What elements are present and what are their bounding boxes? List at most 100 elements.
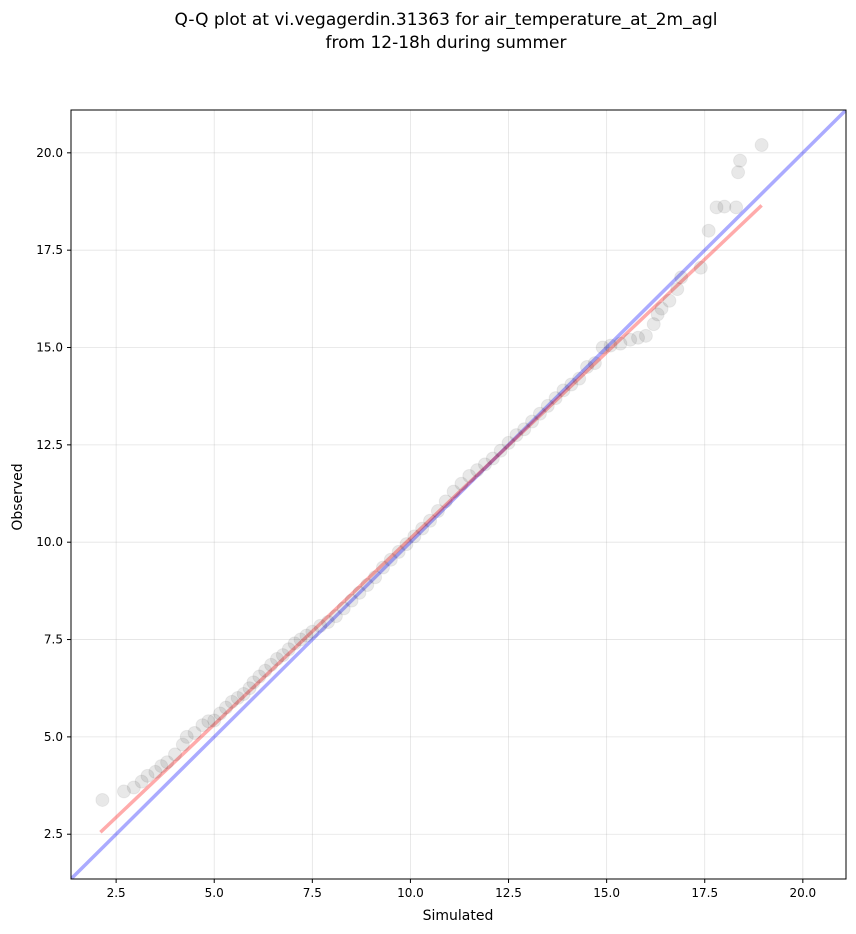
data-point-4 xyxy=(140,768,155,783)
data-point-81 xyxy=(701,223,716,238)
data-point-44 xyxy=(407,529,422,544)
data-point-84 xyxy=(729,200,744,215)
data-point-34 xyxy=(328,609,343,624)
data-point-63 xyxy=(556,383,571,398)
data-point-85 xyxy=(731,165,746,180)
x-tick-label-7: 20.0 xyxy=(789,886,816,900)
x-tick-label-4: 12.5 xyxy=(495,886,522,900)
data-point-67 xyxy=(587,356,602,371)
data-point-35 xyxy=(336,601,351,616)
y-tick-label-5: 15.0 xyxy=(36,341,63,355)
data-point-17 xyxy=(224,694,239,709)
data-point-78 xyxy=(670,282,685,297)
grid xyxy=(71,110,846,879)
data-point-82 xyxy=(709,200,724,215)
data-point-13 xyxy=(201,714,216,729)
x-axis-label: Simulated xyxy=(423,908,494,924)
data-point-80 xyxy=(693,260,708,275)
data-point-45 xyxy=(415,521,430,536)
data-point-60 xyxy=(532,406,547,421)
data-point-54 xyxy=(485,451,500,466)
data-point-74 xyxy=(646,317,661,332)
data-point-49 xyxy=(446,484,461,499)
data-point-12 xyxy=(195,718,210,733)
data-point-29 xyxy=(293,632,308,647)
fit-line xyxy=(99,204,763,834)
data-point-43 xyxy=(399,537,414,552)
data-point-8 xyxy=(167,747,182,762)
chart-title-line1: Q-Q plot at vi.vegagerdin.31363 for air_… xyxy=(174,10,717,30)
data-point-55 xyxy=(493,443,508,458)
data-point-37 xyxy=(352,585,367,600)
data-point-31 xyxy=(305,624,320,639)
data-point-25 xyxy=(270,652,285,667)
data-point-5 xyxy=(148,764,163,779)
data-point-68 xyxy=(595,340,610,355)
data-point-39 xyxy=(368,570,383,585)
data-point-1 xyxy=(116,784,131,799)
data-point-0 xyxy=(95,792,110,807)
data-point-69 xyxy=(603,338,618,353)
y-tick-label-7: 20.0 xyxy=(36,146,63,160)
data-point-14 xyxy=(207,713,222,728)
data-point-27 xyxy=(281,642,296,657)
data-point-51 xyxy=(462,469,477,484)
data-point-86 xyxy=(733,153,748,168)
data-point-20 xyxy=(242,681,257,696)
data-point-77 xyxy=(662,293,677,308)
y-axis-ticks: 2.5 5.0 7.5 10.0 12.5 15.0 17.5 20.0 xyxy=(36,146,71,841)
chart-title-line2: from 12-18h during summer xyxy=(326,33,567,53)
y-tick-label-1: 5.0 xyxy=(44,730,63,744)
data-point-18 xyxy=(230,690,245,705)
data-point-79 xyxy=(674,270,689,285)
data-point-33 xyxy=(321,615,336,630)
data-point-48 xyxy=(438,494,453,509)
data-point-30 xyxy=(299,628,314,643)
x-tick-label-2: 7.5 xyxy=(303,886,322,900)
data-point-38 xyxy=(360,578,375,593)
data-point-23 xyxy=(258,663,273,678)
data-point-9 xyxy=(175,737,190,752)
data-point-22 xyxy=(252,669,267,684)
data-point-72 xyxy=(631,330,646,345)
data-point-41 xyxy=(383,552,398,567)
plot-frame xyxy=(70,109,847,880)
y-axis-label: Observed xyxy=(10,463,26,530)
data-point-59 xyxy=(525,414,540,429)
data-point-16 xyxy=(219,700,233,715)
data-point-26 xyxy=(275,648,290,663)
data-point-32 xyxy=(313,618,328,633)
data-point-24 xyxy=(264,657,279,672)
data-point-15 xyxy=(213,706,228,721)
data-point-28 xyxy=(287,636,302,651)
data-point-75 xyxy=(650,307,665,322)
data-point-21 xyxy=(246,675,261,690)
x-axis-ticks: 2.5 5.0 7.5 10.0 12.5 15.0 17.5 20.0 xyxy=(107,879,816,900)
data-point-70 xyxy=(613,336,628,351)
data-point-61 xyxy=(540,398,555,413)
identity-line xyxy=(71,110,846,879)
data-point-87 xyxy=(754,138,769,153)
data-point-83 xyxy=(717,199,732,214)
data-point-58 xyxy=(517,422,532,437)
data-points xyxy=(95,138,769,807)
reference-lines xyxy=(71,110,846,879)
x-tick-label-6: 17.5 xyxy=(691,886,718,900)
y-tick-label-3: 10.0 xyxy=(36,535,63,549)
data-point-11 xyxy=(187,725,202,740)
data-point-19 xyxy=(236,687,251,702)
data-point-53 xyxy=(477,457,492,472)
data-point-76 xyxy=(654,301,669,316)
y-tick-label-2: 7.5 xyxy=(44,633,63,647)
data-point-66 xyxy=(580,359,595,374)
data-point-56 xyxy=(501,435,516,450)
data-point-65 xyxy=(572,371,587,386)
data-point-52 xyxy=(470,463,485,478)
data-point-71 xyxy=(623,332,638,347)
x-tick-label-5: 15.0 xyxy=(593,886,620,900)
data-point-50 xyxy=(454,476,469,491)
data-point-42 xyxy=(391,544,406,559)
data-point-73 xyxy=(638,328,653,343)
data-point-47 xyxy=(430,504,445,519)
